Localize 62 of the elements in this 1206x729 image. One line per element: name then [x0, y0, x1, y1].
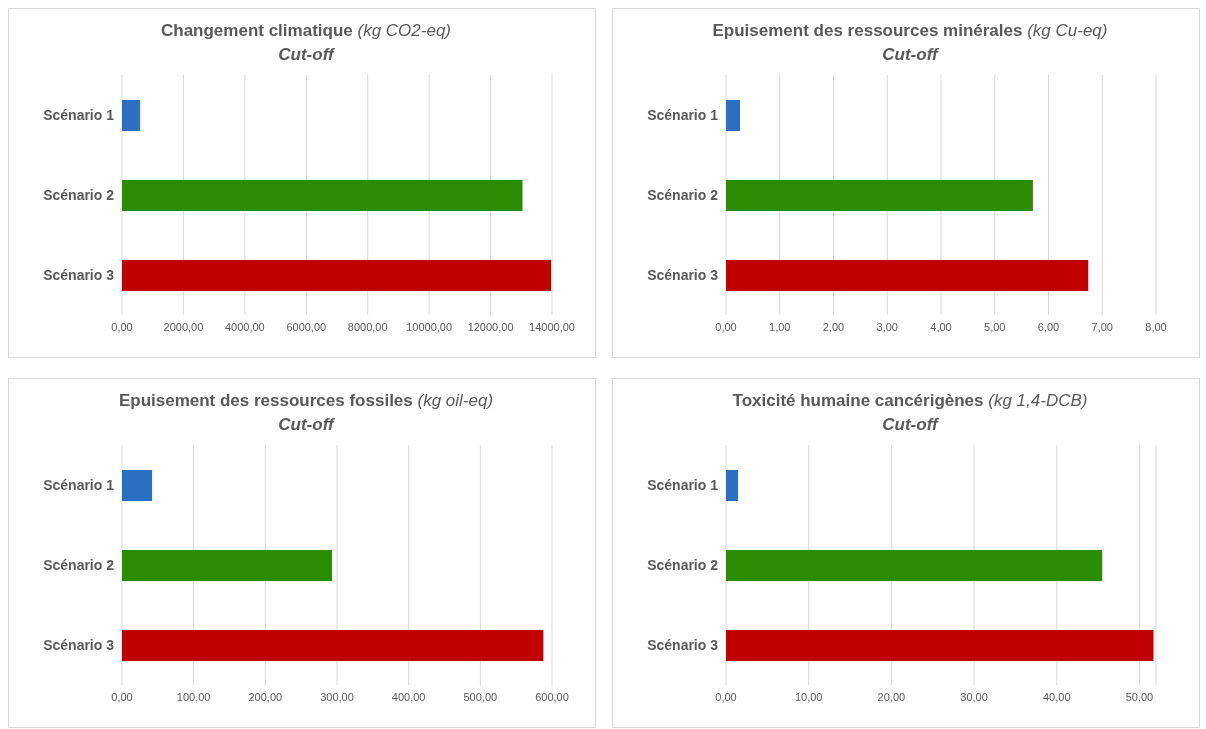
x-tick-label: 4000,00 [224, 320, 265, 333]
x-tick-label: 100,00 [176, 690, 211, 703]
y-tick-label: Scénario 2 [647, 186, 719, 203]
bar [122, 260, 552, 291]
y-tick-label: Scénario 2 [647, 556, 719, 573]
y-tick-label: Scénario 2 [43, 556, 115, 573]
bar [726, 550, 1103, 581]
chart-subtitle: Cut-off [881, 44, 940, 66]
bar [122, 630, 544, 661]
y-tick-label: Scénario 3 [43, 266, 115, 283]
bar [122, 100, 141, 131]
x-tick-label: 8,00 [1145, 320, 1167, 333]
x-tick-label: 1,00 [769, 320, 791, 333]
x-tick-label: 0,00 [715, 690, 737, 703]
x-tick-label: 400,00 [391, 690, 426, 703]
x-tick-label: 7,00 [1091, 320, 1113, 333]
bar [122, 470, 153, 501]
x-tick-label: 10,00 [794, 690, 823, 703]
y-tick-label: Scénario 1 [43, 476, 115, 493]
x-tick-label: 14000,00 [529, 320, 575, 333]
chart-subtitle: Cut-off [881, 414, 940, 436]
chart-subtitle: Cut-off [277, 44, 336, 66]
x-tick-label: 600,00 [535, 690, 569, 703]
y-tick-label: Scénario 1 [647, 476, 719, 493]
x-tick-label: 200,00 [248, 690, 283, 703]
x-tick-label: 30,00 [960, 690, 988, 703]
chart-title: Epuisement des ressources fossiles (kg oil-eq) [118, 391, 494, 410]
chart-subtitle: Cut-off [277, 414, 336, 436]
x-tick-label: 10000,00 [406, 320, 453, 333]
bar [726, 470, 739, 501]
chart-title: Changement climatique (kg CO2-eq) [160, 21, 451, 40]
x-tick-label: 40,00 [1043, 690, 1071, 703]
y-tick-label: Scénario 1 [647, 106, 719, 123]
chart-title: Epuisement des ressources minérales (kg Cu-eq) [712, 21, 1108, 40]
bar [726, 260, 1089, 291]
x-tick-label: 0,00 [111, 690, 133, 703]
y-tick-label: Scénario 3 [647, 636, 719, 653]
x-tick-label: 500,00 [463, 690, 498, 703]
bar [726, 180, 1033, 211]
x-tick-label: 6,00 [1037, 320, 1060, 333]
x-tick-label: 3,00 [876, 320, 898, 333]
chart-title: Toxicité humaine cancérigènes (kg 1,4-DCB) [732, 391, 1088, 410]
bar [726, 630, 1154, 661]
x-tick-label: 5,00 [984, 320, 1006, 333]
y-tick-label: Scénario 2 [43, 186, 115, 203]
y-tick-label: Scénario 1 [43, 106, 115, 123]
y-tick-label: Scénario 3 [647, 266, 719, 283]
x-tick-label: 20,00 [877, 690, 906, 703]
bar [726, 100, 740, 131]
x-tick-label: 2000,00 [163, 320, 204, 333]
y-tick-label: Scénario 3 [43, 636, 115, 653]
x-tick-label: 4,00 [930, 320, 952, 333]
x-tick-label: 2,00 [822, 320, 845, 333]
x-tick-label: 0,00 [715, 320, 737, 333]
x-tick-label: 0,00 [111, 320, 133, 333]
x-tick-label: 300,00 [320, 690, 354, 703]
x-tick-label: 8000,00 [347, 320, 388, 333]
x-tick-label: 50,00 [1125, 690, 1154, 703]
bar [122, 550, 332, 581]
x-tick-label: 12000,00 [467, 320, 514, 333]
x-tick-label: 6000,00 [286, 320, 327, 333]
bar [122, 180, 523, 211]
